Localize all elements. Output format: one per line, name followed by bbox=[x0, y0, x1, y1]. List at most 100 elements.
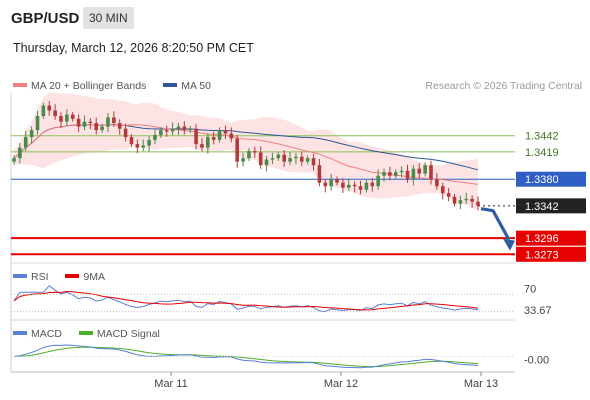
candle-body bbox=[206, 137, 210, 148]
candle-body bbox=[188, 128, 193, 131]
candle-body bbox=[429, 165, 433, 180]
candle-body bbox=[352, 184, 357, 187]
credit-text: Research © 2026 Trading Central bbox=[425, 80, 582, 92]
candle-body bbox=[147, 139, 151, 146]
candle-body bbox=[405, 170, 410, 180]
candle-body bbox=[294, 156, 298, 159]
candle-body bbox=[135, 144, 140, 148]
candle-body bbox=[159, 130, 163, 135]
legend-rsi-ma: 9MA bbox=[65, 271, 105, 283]
candle-body bbox=[423, 165, 427, 174]
candle-body bbox=[299, 156, 304, 162]
candle-body bbox=[276, 154, 281, 159]
level-label-1.3380: 1.3380 bbox=[525, 174, 559, 186]
candle-body bbox=[35, 116, 40, 131]
rsi-line bbox=[13, 285, 479, 313]
candle-body bbox=[382, 172, 386, 176]
candle-body bbox=[241, 158, 245, 162]
candle-body bbox=[29, 130, 34, 138]
candle-body bbox=[476, 201, 480, 206]
candle-body bbox=[253, 151, 257, 153]
level-tag-1.3273 bbox=[516, 246, 586, 262]
level-tag-1.3380 bbox=[516, 171, 586, 187]
candle-body bbox=[153, 134, 157, 140]
candle-body bbox=[70, 114, 75, 119]
candle-body bbox=[411, 168, 416, 180]
candle-body bbox=[288, 158, 292, 162]
legend-rsi: RSI bbox=[13, 271, 49, 283]
macd-legend: MACD MACD Signal bbox=[13, 328, 174, 340]
candle-body bbox=[452, 196, 457, 204]
candle-body bbox=[176, 126, 181, 129]
candle-body bbox=[346, 184, 351, 188]
candle-body bbox=[47, 105, 52, 111]
candle-body bbox=[270, 158, 275, 160]
candle-body bbox=[129, 137, 134, 145]
candle-body bbox=[164, 130, 169, 132]
candle-body bbox=[223, 130, 228, 134]
main-legend: MA 20 + Bollinger Bands MA 50 bbox=[13, 80, 225, 92]
candle-body bbox=[341, 182, 345, 188]
candle-body bbox=[82, 121, 87, 127]
candle-body bbox=[200, 144, 204, 148]
candle-body bbox=[100, 126, 104, 131]
x-tick-label: Mar 11 bbox=[154, 378, 187, 390]
candle-body bbox=[282, 154, 286, 162]
candle-body bbox=[364, 182, 369, 190]
candle-body bbox=[458, 200, 463, 204]
level-label-1.3296: 1.3296 bbox=[525, 233, 559, 245]
x-tick-label: Mar 12 bbox=[324, 378, 358, 390]
chart-header: GBP/USD 30 MIN Thursday, March 12, 2026 … bbox=[0, 0, 590, 62]
candle-body bbox=[247, 151, 251, 159]
ma20-line bbox=[13, 124, 479, 185]
candle-body bbox=[141, 145, 146, 148]
candle-body bbox=[317, 165, 322, 183]
candle-body bbox=[258, 152, 263, 166]
candle-body bbox=[18, 147, 22, 159]
rsi-level-label-70: 70 bbox=[524, 283, 536, 295]
legend-macd-signal: MACD Signal bbox=[78, 328, 160, 340]
bollinger-band bbox=[14, 92, 478, 210]
macd-value-label: -0.00 bbox=[524, 355, 549, 367]
candle-body bbox=[440, 186, 445, 194]
candle-body bbox=[323, 182, 328, 187]
candle-body bbox=[94, 123, 99, 131]
legend-ma50: MA 50 bbox=[163, 80, 211, 92]
candle-body bbox=[23, 137, 28, 148]
candle-body bbox=[211, 137, 216, 140]
candle-body bbox=[311, 158, 316, 166]
candle-body bbox=[464, 198, 469, 201]
candle-body bbox=[112, 117, 116, 124]
x-tick-label: Mar 13 bbox=[464, 378, 498, 390]
candle-body bbox=[388, 172, 392, 176]
candle-body bbox=[194, 128, 198, 145]
candle-body bbox=[117, 123, 122, 129]
candle-body bbox=[417, 168, 422, 174]
legend-ma20: MA 20 + Bollinger Bands bbox=[13, 80, 146, 92]
candle-body bbox=[399, 170, 404, 173]
candle-body bbox=[12, 158, 16, 162]
level-tag-1.3296 bbox=[516, 230, 586, 246]
candle-body bbox=[329, 179, 333, 187]
candle-body bbox=[393, 172, 398, 176]
timestamp: Thursday, March 12, 2026 8:20:50 PM CET bbox=[13, 41, 254, 55]
timeframe-badge[interactable]: 30 MIN bbox=[83, 7, 134, 29]
rsi-value-label: 33.67 bbox=[524, 305, 552, 317]
rsi-ma-line bbox=[13, 290, 479, 311]
candle-body bbox=[335, 179, 339, 183]
candle-body bbox=[53, 110, 57, 117]
projection-arrowhead bbox=[503, 238, 515, 251]
level-label-1.3442: 1.3442 bbox=[525, 131, 559, 143]
candle-body bbox=[358, 186, 363, 190]
candle-body bbox=[106, 117, 110, 127]
symbol-title: GBP/USD bbox=[11, 10, 80, 27]
candle-body bbox=[170, 128, 175, 132]
macd-line bbox=[13, 344, 479, 369]
candle-body bbox=[305, 158, 310, 162]
candle-body bbox=[88, 121, 93, 124]
projection-arrow bbox=[480, 207, 511, 241]
level-label-1.3342: 1.3342 bbox=[525, 201, 559, 213]
candle-body bbox=[65, 114, 69, 122]
candle-body bbox=[182, 126, 187, 131]
candle-body bbox=[59, 116, 63, 122]
